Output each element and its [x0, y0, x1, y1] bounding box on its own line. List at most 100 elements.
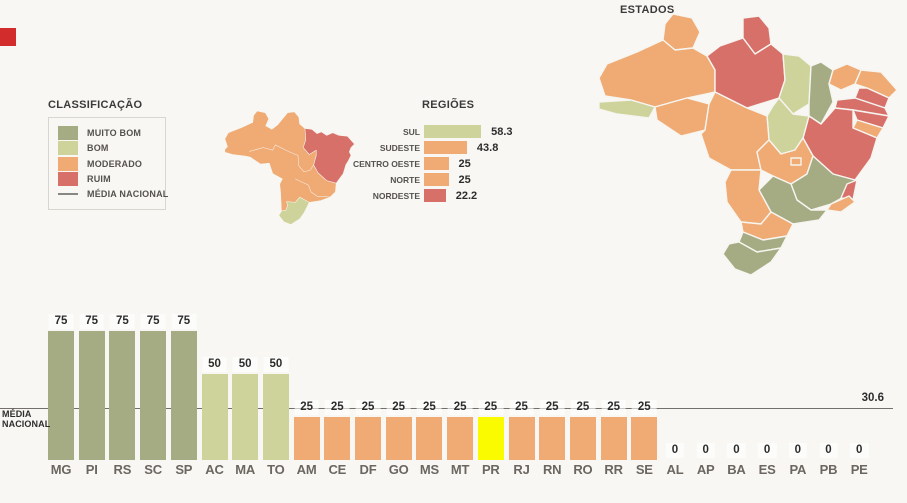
state-axis-label-DF: DF [359, 462, 377, 477]
state-bar-MA[interactable] [232, 374, 259, 460]
state-axis-label-MS: MS [419, 462, 439, 477]
state-bar-RO[interactable] [569, 417, 596, 460]
state-bar-PI[interactable] [78, 331, 105, 460]
state-bar-value: 0 [757, 443, 777, 458]
regioes-chart-title: REGIÕES [422, 99, 475, 111]
state-bar-MS[interactable] [416, 417, 443, 460]
state-bar-AM[interactable] [293, 417, 320, 460]
state-bar-PR[interactable] [477, 417, 504, 460]
legend-item: RUIM [58, 171, 156, 186]
state-axis-label-PR: PR [481, 462, 500, 477]
state-axis-label-AP: AP [696, 462, 715, 477]
state-bar-value: 25 [539, 400, 565, 415]
state-bar-RR[interactable] [600, 417, 627, 460]
legend-item-label: RUIM [87, 173, 111, 184]
state-bar-MG[interactable] [48, 331, 74, 460]
state-bar-DF[interactable] [355, 417, 381, 460]
state-bar-value: 0 [788, 443, 807, 458]
state-axis-label-SC: SC [144, 462, 162, 477]
state-bar-value: 0 [819, 443, 838, 458]
state-bar-SE[interactable] [631, 417, 658, 460]
state-bar-value: 75 [140, 314, 166, 329]
regioes-bar-row: SUDESTE 43.8 [340, 141, 600, 154]
state-bar-value: 0 [727, 443, 746, 458]
state-axis-label-RR: RR [604, 462, 623, 477]
national-average-label-line2: NACIONAL [2, 418, 51, 429]
map-region-nordeste[interactable] [302, 128, 355, 184]
state-bar-RN[interactable] [539, 417, 566, 460]
state-bar-TO[interactable] [262, 374, 289, 460]
state-axis-label-MT: MT [450, 462, 470, 477]
regioes-bar[interactable] [424, 125, 482, 138]
regioes-bar-value: 43.8 [476, 141, 499, 154]
map-state-RS[interactable] [722, 241, 782, 276]
state-bar-value: 25 [478, 400, 504, 415]
corner-red-marker [0, 28, 16, 46]
regioes-bar[interactable] [424, 157, 449, 170]
regioes-chart: SUL 58.3 SUDESTE 43.8 CENTRO OESTE 25 NORTE 25 N… [340, 125, 600, 205]
state-axis-label-MA: MA [235, 462, 256, 477]
state-bar-SC[interactable] [140, 331, 167, 460]
map-state-PB[interactable] [854, 87, 890, 109]
state-bar-value: 75 [171, 314, 197, 329]
estados-map [598, 13, 898, 276]
legend-color-swatch [58, 171, 78, 186]
state-bar-value: 0 [849, 443, 869, 458]
state-axis-label-MG: MG [50, 462, 72, 477]
map-state-AM[interactable] [598, 39, 716, 108]
state-bar-value: 25 [355, 400, 381, 415]
state-bar-value: 25 [447, 400, 473, 415]
map-region-sul[interactable] [278, 196, 310, 225]
national-average-value: 30.6 [861, 392, 884, 404]
state-axis-label-PB: PB [819, 462, 838, 477]
state-bar-value: 25 [570, 400, 596, 415]
state-axis-label-PE: PE [850, 462, 868, 477]
state-axis-label-AL: AL [666, 462, 684, 477]
regioes-bar-label: NORDESTE [372, 190, 420, 201]
regioes-bar-value: 58.3 [491, 125, 513, 138]
estados-map-title: ESTADOS [620, 4, 675, 16]
regioes-bar-row: CENTRO OESTE 25 [340, 157, 600, 170]
state-bar-AC[interactable] [201, 374, 228, 460]
map-border-norte-centrooeste [249, 144, 314, 173]
map-state-PI[interactable] [808, 61, 834, 125]
state-bar-SP[interactable] [170, 331, 197, 460]
state-axis-label-SE: SE [635, 462, 653, 477]
state-axis-label-ES: ES [758, 462, 776, 477]
regioes-bar[interactable] [424, 173, 449, 186]
state-bar-RJ[interactable] [508, 417, 535, 460]
regioes-bar-label: CENTRO OESTE [352, 158, 420, 169]
state-bar-value: 25 [386, 400, 412, 415]
map-state-DF[interactable] [790, 157, 802, 166]
legend-item-label: MÉDIA NACIONAL [87, 189, 169, 199]
legend-item: MODERADO [58, 156, 156, 171]
regioes-bar-label: NORTE [390, 174, 420, 185]
state-bar-value: 25 [631, 400, 657, 415]
state-bar-MT[interactable] [447, 417, 474, 460]
state-axis-label-SP: SP [175, 462, 193, 477]
regioes-bar[interactable] [424, 141, 467, 154]
legend-line-swatch [58, 193, 78, 195]
state-axis-label-CE: CE [328, 462, 347, 477]
state-axis-label-TO: TO [267, 462, 285, 477]
state-axis-label-PI: PI [85, 462, 98, 477]
state-bar-GO[interactable] [385, 417, 412, 460]
regioes-bar-label: SUDESTE [379, 142, 420, 153]
state-bar-value: 75 [48, 314, 74, 329]
state-bar-RS[interactable] [109, 331, 136, 460]
national-average-line [0, 408, 893, 409]
regioes-bar[interactable] [424, 189, 446, 202]
regioes-bar-row: NORDESTE 22.2 [340, 189, 600, 202]
map-state-RJ[interactable] [826, 195, 856, 213]
state-bar-value: 25 [509, 400, 534, 415]
state-bar-value: 50 [232, 357, 258, 372]
state-bar-value: 75 [79, 314, 105, 329]
state-bar-value: 25 [601, 400, 626, 415]
map-state-MA[interactable] [778, 53, 812, 115]
map-state-AC[interactable] [598, 99, 656, 119]
map-state-CE[interactable] [828, 63, 862, 91]
state-bar-CE[interactable] [324, 417, 351, 460]
regioes-bar-value: 22.2 [455, 189, 478, 202]
legend-color-swatch [58, 141, 78, 156]
classification-legend: MUITO BOM BOM MODERADO RUIM MÉDIA NACIONAL [48, 117, 169, 210]
